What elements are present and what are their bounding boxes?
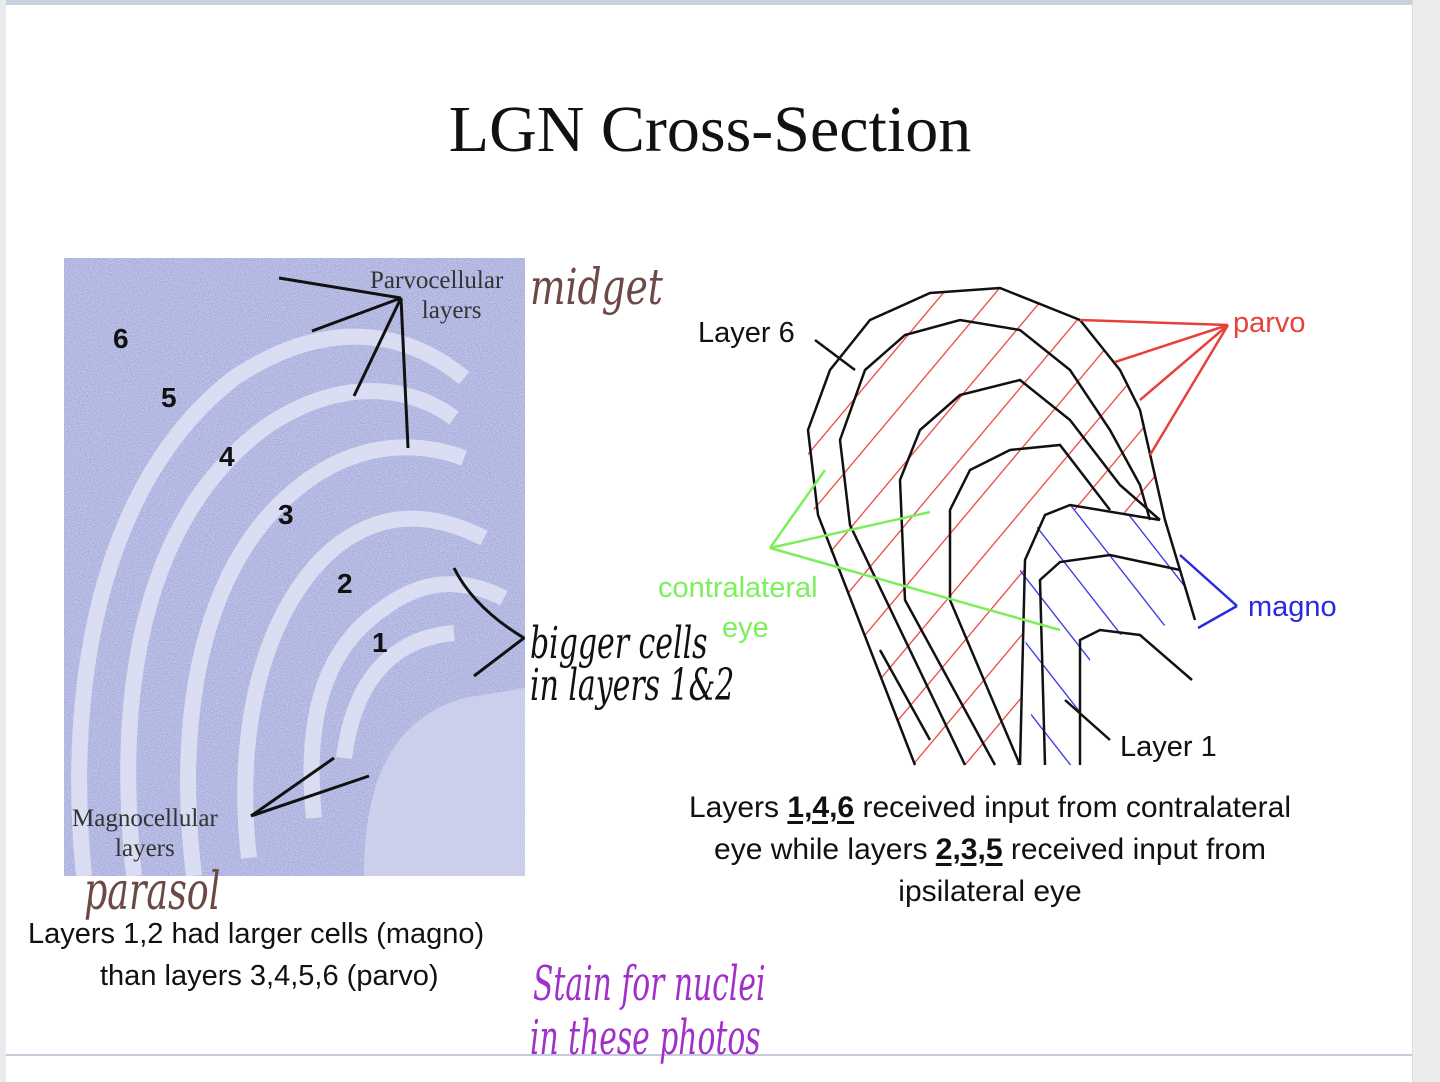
annotation-bigger-cells-line1: bigger cells <box>530 618 708 669</box>
contralateral-layers: 1,4,6 <box>787 791 855 824</box>
annotation-stain-line1: Stain for nuclei <box>533 956 766 1012</box>
caption-text: Layers <box>689 791 788 824</box>
magno-label: magno <box>1248 591 1337 623</box>
annotation-bigger-cells-line2: in layers 1&2 <box>530 660 735 711</box>
parvo-label-line2: layers <box>421 297 482 324</box>
lgn-micrograph <box>64 258 525 876</box>
contralateral-label: contralateral <box>658 572 818 604</box>
magno-label-line1: Magnocellular <box>72 805 218 832</box>
layer-number-6: 6 <box>113 323 129 354</box>
left-caption-line2: than layers 3,4,5,6 (parvo) <box>100 960 439 992</box>
parvo-arrows <box>1079 318 1230 456</box>
right-caption-line2: eye while layers 2,3,5 received input fr… <box>590 829 1390 871</box>
lgn-layer-diagram <box>768 286 1238 766</box>
layer-number-3: 3 <box>278 499 294 530</box>
magno-label-line2: layers <box>115 835 175 862</box>
left-caption-line1: Layers 1,2 had larger cells (magno) <box>28 918 485 950</box>
annotation-parasol: parasol <box>84 862 221 922</box>
annotation-midget: midget <box>530 258 663 316</box>
caption-text: eye while layers <box>714 833 936 866</box>
caption-text: received input from <box>1002 833 1266 866</box>
parvocellular-label: Parvocellular layers <box>370 266 503 326</box>
right-caption-line3: ipsilateral eye <box>898 875 1082 908</box>
scrollbar-gutter[interactable] <box>1412 0 1440 1082</box>
next-slide-edge <box>6 1056 1412 1082</box>
magnocellular-label: Magnocellular layers <box>72 804 218 864</box>
parvo-label: parvo <box>1233 307 1306 339</box>
micrograph-arrows <box>250 276 525 818</box>
parvo-label-line1: Parvocellular <box>370 267 504 294</box>
diagram-outlines <box>806 286 1197 766</box>
contralateral-arrows <box>768 469 1061 632</box>
top-border <box>6 0 1412 5</box>
layer-number-4: 4 <box>219 441 235 472</box>
layer-number-2: 2 <box>337 568 353 599</box>
layer6-label: Layer 6 <box>698 317 795 349</box>
layer1-label: Layer 1 <box>1120 731 1217 763</box>
caption-text: received input from contralateral <box>854 791 1291 824</box>
eye-label: eye <box>722 612 769 644</box>
slide-bottom-border <box>6 1054 1412 1056</box>
layer-number-5: 5 <box>161 382 177 413</box>
right-caption-line1: Layers 1,4,6 received input from contral… <box>590 787 1390 829</box>
layer-label-arrows <box>814 339 1111 741</box>
slide-title: LGN Cross-Section <box>448 93 972 166</box>
ipsilateral-layers: 2,3,5 <box>935 833 1003 866</box>
right-caption: Layers 1,4,6 received input from contral… <box>590 787 1390 913</box>
annotation-stain-line2: in these photos <box>530 1010 761 1066</box>
magno-arrows <box>1179 554 1238 630</box>
layer-number-1: 1 <box>372 627 388 658</box>
